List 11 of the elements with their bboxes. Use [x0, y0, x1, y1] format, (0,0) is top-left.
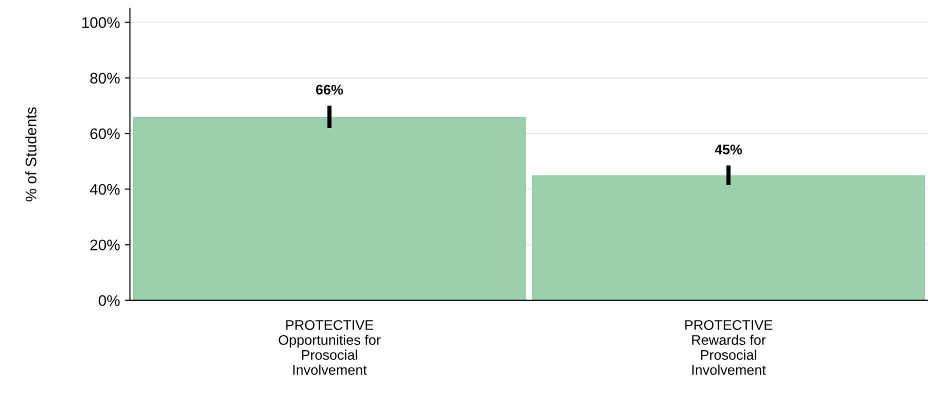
x-tick-label: PROTECTIVE Rewards for Prosocial Involvement — [685, 320, 772, 375]
data-label: 45% — [714, 144, 742, 154]
y-tick-label: 0% — [98, 295, 120, 306]
data-label: 66% — [316, 84, 343, 95]
y-tick-label: 60% — [90, 128, 120, 140]
y-tick-label: 40% — [90, 184, 120, 195]
y-tick-label: 80% — [90, 72, 120, 84]
y-tick-label: 100% — [82, 17, 120, 28]
y-axis-title: % of Students — [25, 107, 36, 202]
x-tick-label: PROTECTIVE Opportunities for Prosocial Involvement — [278, 320, 381, 375]
y-tick-label: 20% — [90, 240, 120, 250]
